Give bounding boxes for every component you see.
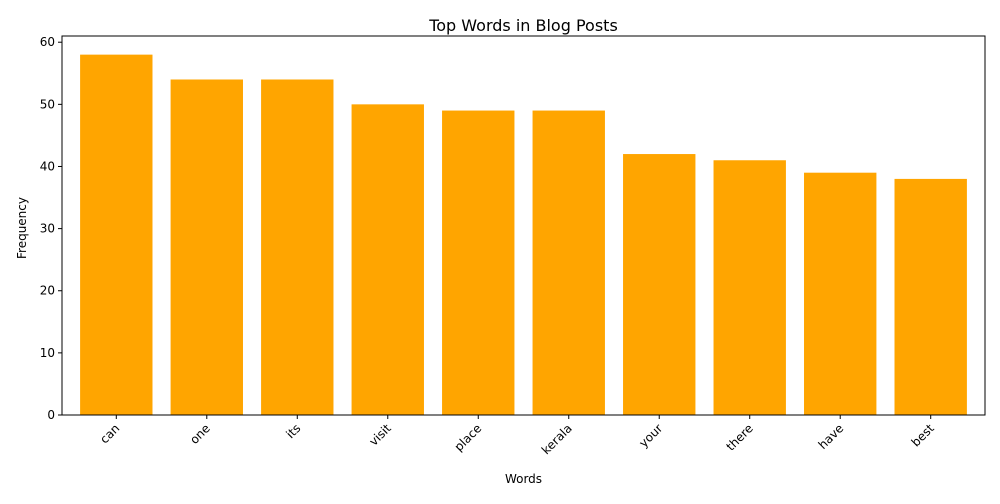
x-tick-label-its: its [283,421,303,441]
x-tick-label-best: best [909,421,937,449]
x-tick-label-visit: visit [366,421,394,449]
x-tick-label-have: have [816,421,847,452]
x-tick-label-your: your [636,421,665,450]
bar-there [713,160,786,415]
bar-place [442,110,515,416]
x-tick-label-there: there [723,421,755,453]
plot-frame [61,35,986,416]
y-tick-label: 40 [40,159,55,173]
x-axis: can one its visit place kerala your there have be… [97,415,937,457]
bar-its [261,79,334,415]
y-tick-label: 10 [40,346,55,360]
bar-one [170,79,243,415]
y-tick-label: 0 [47,408,55,422]
bar-best [894,178,967,415]
y-axis-label: Frequency [15,197,29,259]
bar-have [804,172,877,415]
bar-your [623,154,696,415]
bar-kerala [532,110,605,416]
bar-can [80,54,153,415]
y-tick-label: 50 [40,97,55,111]
y-axis: 0 10 20 30 40 50 60 [40,35,62,422]
y-tick-label: 20 [40,284,55,298]
bar-visit [351,104,424,415]
chart-title: Top Words in Blog Posts [428,16,618,35]
x-axis-label: Words [505,472,542,486]
bars-group [80,54,967,416]
x-tick-label-place: place [452,421,485,454]
x-tick-label-can: can [97,421,122,446]
x-tick-label-kerala: kerala [539,421,575,457]
y-tick-label: 30 [40,222,55,236]
x-tick-label-one: one [187,421,213,447]
y-tick-label: 60 [40,35,55,49]
